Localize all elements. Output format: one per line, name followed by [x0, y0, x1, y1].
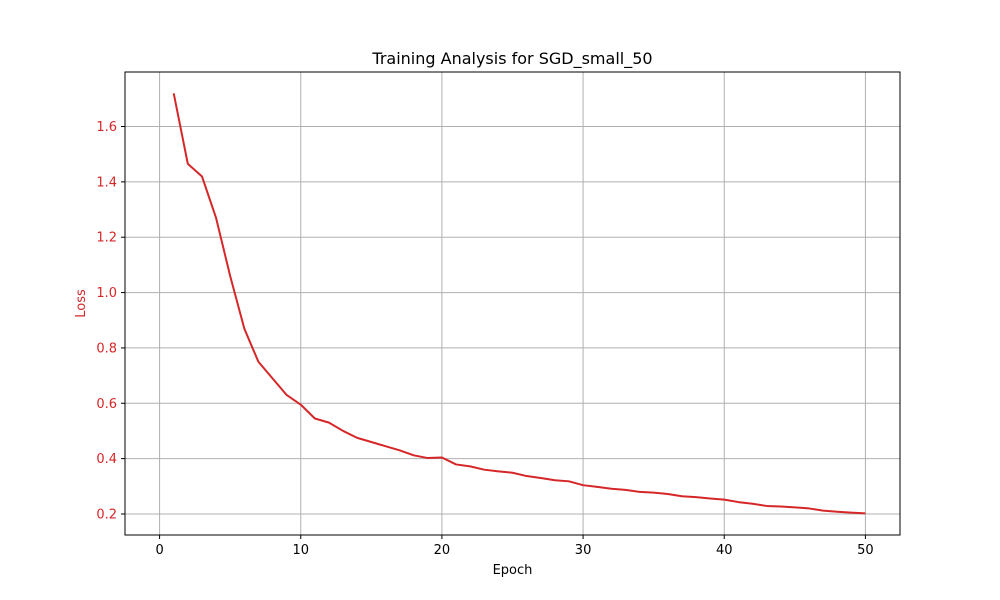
- y-tick-label: 1.0: [96, 286, 117, 301]
- chart-title: Training Analysis for SGD_small_50: [371, 49, 652, 69]
- y-tick-label: 0.6: [96, 397, 117, 412]
- plot-frame: [124, 71, 901, 536]
- y-tick-label: 0.4: [96, 452, 117, 467]
- series-layer: [172, 93, 866, 515]
- loss-series-line: [172, 93, 866, 515]
- y-axis-label: Loss: [74, 289, 89, 318]
- y-tick-label: 1.2: [96, 231, 117, 246]
- y-tick-label: 0.2: [96, 507, 117, 522]
- x-axis-label: Epoch: [493, 563, 533, 578]
- ticks: 0 10 20 30 40 50 0.2 0.4 0.6 0.8 1.0 1.2 1.4 1.6: [96, 120, 873, 558]
- x-tick-label: 40: [716, 543, 733, 558]
- y-tick-label: 1.4: [96, 175, 117, 190]
- x-tick-label: 20: [434, 543, 451, 558]
- x-tick-label: 0: [155, 543, 163, 558]
- y-tick-label: 0.8: [96, 341, 117, 356]
- x-tick-label: 30: [575, 543, 592, 558]
- y-tick-label: 1.6: [96, 120, 117, 135]
- x-tick-label: 10: [292, 543, 309, 558]
- grid: [125, 72, 900, 535]
- x-tick-label: 50: [857, 543, 874, 558]
